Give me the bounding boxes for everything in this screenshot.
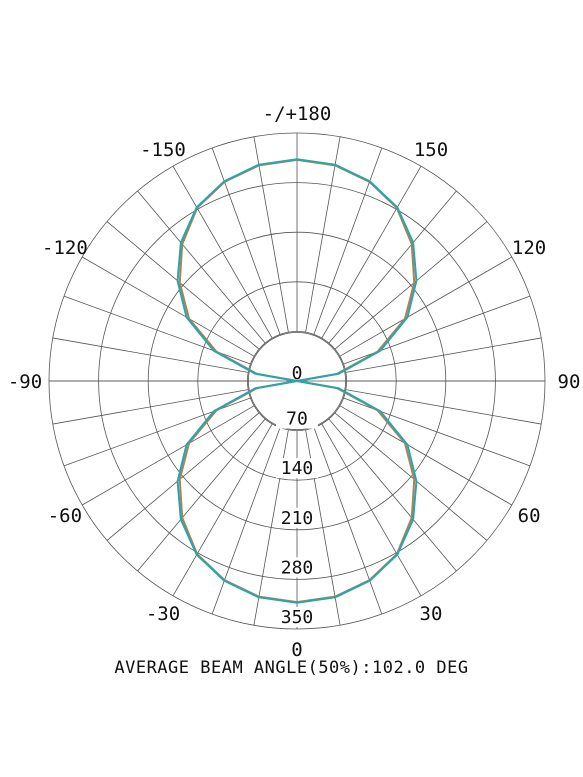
grid-spoke-220 <box>137 190 266 344</box>
grid-spoke-260 <box>52 337 249 373</box>
radial-label-bg-70 <box>276 408 318 429</box>
angle-tick-labels: -/+180 -150 150 -120 120 -90 90 -60 60 -30 30 0 <box>8 103 581 661</box>
grid-spoke-80 <box>345 389 542 425</box>
grid-spoke-240 <box>82 256 255 357</box>
grid-spoke-210 <box>172 166 273 339</box>
angle-label-neg150: -150 <box>140 139 186 161</box>
radial-label-bg-280 <box>276 557 318 578</box>
grid-spoke-140 <box>328 190 457 344</box>
radial-label-350: 350 <box>281 607 314 628</box>
grid-spoke-150 <box>321 166 422 339</box>
angle-label-60: 60 <box>518 505 541 527</box>
radial-label-70: 70 <box>286 409 308 430</box>
radial-tick-labels: 0 70 140 210 280 350 <box>276 363 318 628</box>
angle-label-120: 120 <box>512 237 546 259</box>
angle-label-neg30: -30 <box>146 603 180 625</box>
angle-label-0: 0 <box>291 639 302 661</box>
series-curve-0 <box>176 158 418 604</box>
angle-label-90: 90 <box>558 371 581 393</box>
angle-label-neg90: -90 <box>8 371 42 393</box>
grid-spoke-50 <box>334 412 488 541</box>
grid-spoke-30 <box>321 423 422 596</box>
grid-spoke-320 <box>137 418 266 572</box>
grid-spoke-340 <box>211 427 281 615</box>
angle-label-180: -/+180 <box>263 103 332 125</box>
radial-label-bg-350 <box>276 607 318 627</box>
grid-spoke-20 <box>313 427 383 615</box>
radial-label-280: 280 <box>281 557 314 578</box>
angle-label-neg60: -60 <box>48 505 82 527</box>
grid-spoke-120 <box>339 256 512 357</box>
grid-spoke-330 <box>172 423 273 596</box>
grid-spoke-170 <box>305 136 341 333</box>
radial-label-210: 210 <box>281 508 314 529</box>
grid-spoke-280 <box>52 389 249 425</box>
grid-spoke-300 <box>82 405 255 506</box>
grid-spoke-160 <box>313 147 383 335</box>
grid-spoke-310 <box>106 412 260 541</box>
radial-label-0: 0 <box>292 363 303 384</box>
radial-label-bg-210 <box>276 507 318 528</box>
grid-spoke-60 <box>339 405 512 506</box>
grid-spoke-130 <box>334 221 488 350</box>
grid-spoke-230 <box>106 221 260 350</box>
grid-spoke-200 <box>211 147 281 335</box>
angle-label-neg120: -120 <box>42 237 88 259</box>
angle-label-150: 150 <box>414 139 448 161</box>
radial-label-140: 140 <box>281 458 314 479</box>
grid-spoke-190 <box>253 136 289 333</box>
series-layer <box>176 158 418 604</box>
grid-spoke-100 <box>345 337 542 373</box>
angle-label-30: 30 <box>420 603 443 625</box>
grid-spoke-40 <box>328 418 457 572</box>
beam-angle-annotation: AVERAGE BEAM ANGLE(50%):102.0 DEG <box>114 658 469 678</box>
radial-label-bg-140 <box>276 458 318 479</box>
angular-grid-spokes <box>49 133 545 629</box>
